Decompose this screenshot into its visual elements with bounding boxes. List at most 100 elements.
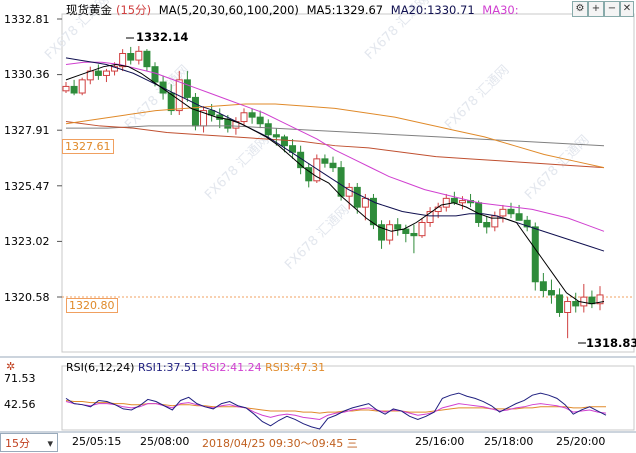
candle-body bbox=[313, 158, 321, 182]
crosshair-time-label: 2018/04/25 09:30～09:45 三 bbox=[202, 437, 358, 450]
candle-body bbox=[264, 123, 272, 136]
candle-body bbox=[596, 294, 604, 305]
candle-body bbox=[127, 53, 135, 61]
candle-body bbox=[434, 206, 442, 213]
candle-body bbox=[483, 222, 491, 228]
candle-body bbox=[78, 79, 86, 94]
ma30-value: MA30: bbox=[482, 3, 519, 17]
candle-body bbox=[224, 118, 232, 129]
candle-body bbox=[289, 145, 297, 153]
candle-body bbox=[507, 208, 515, 215]
candle-body bbox=[353, 186, 361, 208]
period-label: 15分 bbox=[5, 437, 30, 450]
price-tick: 1330.36 bbox=[4, 68, 50, 81]
zoom-out-icon[interactable]: − bbox=[604, 1, 620, 17]
candle-body bbox=[556, 294, 564, 313]
watermark-text: FX678 汇通网 bbox=[442, 63, 512, 133]
candle-body bbox=[321, 158, 329, 164]
ma-indicator-label[interactable]: MA(5,20,30,60,100,200) bbox=[158, 3, 299, 17]
close-icon[interactable]: ✕ bbox=[620, 1, 634, 17]
time-tick: 25/08:00 bbox=[140, 435, 190, 448]
candle-body bbox=[499, 208, 507, 217]
candle-body bbox=[175, 79, 183, 112]
ref-price-left: 1327.61 bbox=[62, 139, 114, 154]
candle-body bbox=[329, 162, 337, 169]
ma20-value: MA20:1330.71 bbox=[390, 3, 475, 17]
rsi1-value: RSI1:37.51 bbox=[137, 361, 199, 374]
candle-body bbox=[450, 197, 458, 204]
ma5-value: MA5:1329.67 bbox=[306, 3, 384, 17]
candle-body bbox=[426, 211, 434, 224]
rsi3-value: RSI3:47.31 bbox=[265, 361, 326, 374]
candle-body bbox=[531, 226, 539, 283]
rsi-tick: 71.53 bbox=[4, 372, 36, 385]
ma30-line bbox=[65, 61, 605, 232]
candle-body bbox=[572, 301, 580, 307]
candle-body bbox=[588, 296, 596, 305]
high-annotation: 1332.14 bbox=[136, 30, 189, 44]
candle-body bbox=[547, 290, 555, 296]
rsi1-line bbox=[65, 392, 607, 430]
price-tick: 1327.91 bbox=[4, 124, 50, 137]
candle-body bbox=[564, 301, 572, 313]
candle-body bbox=[280, 136, 288, 147]
ma200-line bbox=[66, 125, 605, 147]
candle-body bbox=[102, 70, 110, 76]
candle-body bbox=[208, 110, 216, 116]
time-tick: 25/05:15 bbox=[72, 435, 122, 448]
candle-body bbox=[183, 79, 191, 98]
period-selector[interactable]: 15分 ▾ bbox=[0, 433, 58, 452]
zoom-in-icon[interactable]: + bbox=[588, 1, 604, 17]
candle-body bbox=[119, 53, 127, 68]
chart-header: 现货黄金 (15分) MA(5,20,30,60,100,200) MA5:132… bbox=[66, 2, 523, 18]
rsi-header: RSI(6,12,24) RSI1:37.51 RSI2:41.24 RSI3:… bbox=[66, 361, 325, 374]
candle-body bbox=[305, 167, 313, 182]
ref-price-right: 1320.80 bbox=[66, 298, 118, 313]
price-tick: 1325.47 bbox=[4, 180, 50, 193]
candle-body bbox=[337, 167, 345, 197]
watermark-text: FX678 汇通网 bbox=[202, 133, 272, 203]
candle-body bbox=[361, 197, 369, 208]
candle-body bbox=[62, 85, 70, 92]
candle-body bbox=[394, 224, 402, 230]
ma5-line bbox=[65, 63, 605, 305]
candle-body bbox=[491, 215, 499, 228]
candle-body bbox=[256, 116, 264, 125]
candle-body bbox=[402, 228, 410, 234]
time-tick: 25/16:00 bbox=[415, 435, 465, 448]
candle-body bbox=[70, 85, 78, 94]
price-tick: 1332.81 bbox=[4, 13, 50, 26]
price-tick: 1320.58 bbox=[4, 291, 50, 304]
candle-body bbox=[442, 197, 450, 208]
candle-body bbox=[248, 112, 256, 118]
candle-body bbox=[515, 213, 523, 221]
rsi2-line bbox=[65, 401, 607, 420]
candle-body bbox=[378, 224, 386, 241]
settings-icon[interactable]: ⚙ bbox=[572, 1, 588, 17]
rsi-panel-border bbox=[61, 365, 635, 431]
watermark-text: FX678 汇通网 bbox=[282, 203, 352, 273]
candle-body bbox=[418, 222, 426, 237]
price-tick: 1323.02 bbox=[4, 235, 50, 248]
candle-body bbox=[143, 50, 151, 68]
period-tag: (15分) bbox=[116, 3, 152, 17]
candle-body bbox=[272, 134, 280, 138]
low-annotation: 1318.83 bbox=[586, 336, 636, 350]
rsi-title[interactable]: RSI(6,12,24) bbox=[66, 361, 135, 374]
candle-body bbox=[240, 112, 248, 123]
candle-body bbox=[539, 281, 547, 292]
candle-body bbox=[386, 224, 394, 241]
time-tick: 25/20:00 bbox=[556, 435, 606, 448]
gear-icon: ✲ bbox=[6, 360, 15, 373]
candle-body bbox=[151, 66, 159, 83]
time-tick: 25/18:00 bbox=[484, 435, 534, 448]
candle-body bbox=[135, 50, 143, 61]
candle-body bbox=[94, 70, 102, 76]
ma60-line bbox=[65, 103, 605, 169]
ma100-line bbox=[65, 121, 605, 169]
candle-body bbox=[167, 92, 175, 112]
chevron-down-icon: ▾ bbox=[47, 437, 53, 450]
candle-body bbox=[410, 232, 418, 237]
